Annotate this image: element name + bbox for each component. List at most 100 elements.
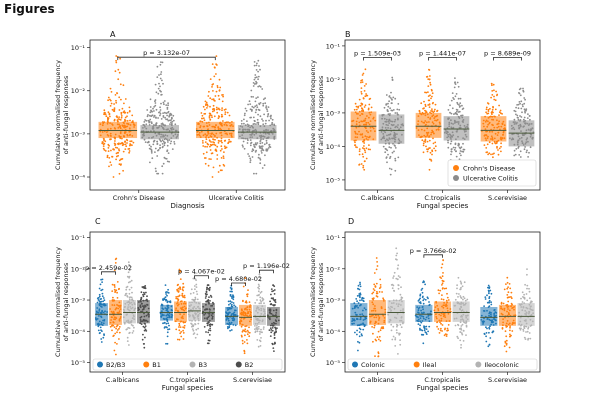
data-point <box>421 329 424 332</box>
data-point <box>163 314 165 317</box>
y-axis-label: Cumulative normalised frequency <box>309 247 317 357</box>
data-point <box>208 289 211 292</box>
legend-marker <box>143 361 150 368</box>
data-point <box>196 134 199 136</box>
data-point <box>195 307 197 310</box>
data-point <box>390 305 392 308</box>
data-point <box>517 118 520 121</box>
data-point <box>491 115 494 118</box>
data-point <box>487 123 489 126</box>
data-point <box>401 300 403 303</box>
data-point <box>422 302 425 305</box>
data-point <box>485 151 488 154</box>
data-point <box>234 305 237 308</box>
data-point <box>100 321 103 324</box>
data-point <box>259 140 262 143</box>
data-point <box>359 313 361 316</box>
data-point <box>197 315 199 317</box>
data-point <box>168 114 171 117</box>
data-point <box>429 75 431 77</box>
data-point <box>462 319 465 321</box>
data-point <box>462 298 464 301</box>
data-point <box>427 297 429 300</box>
data-point <box>507 291 510 294</box>
data-point <box>513 128 516 131</box>
data-point <box>101 306 103 308</box>
data-point <box>176 304 179 307</box>
data-point <box>391 302 393 305</box>
data-point <box>208 121 210 124</box>
data-point <box>458 146 461 149</box>
data-point <box>165 291 167 294</box>
data-point <box>397 353 399 355</box>
data-point <box>522 87 524 90</box>
data-point <box>255 143 258 146</box>
data-point <box>182 321 185 323</box>
data-point <box>261 299 264 302</box>
data-point <box>258 319 261 322</box>
data-point <box>457 142 460 145</box>
data-point <box>227 319 230 322</box>
data-point <box>226 111 229 114</box>
data-point <box>109 325 112 328</box>
data-point <box>361 334 363 337</box>
data-point <box>273 350 275 352</box>
data-point <box>273 334 276 336</box>
data-point <box>492 156 494 159</box>
y-tick-label: 10⁻¹ <box>71 234 86 242</box>
data-point <box>393 150 395 153</box>
data-point <box>218 115 221 118</box>
data-point <box>376 261 378 263</box>
data-point <box>182 332 185 334</box>
data-point <box>188 311 191 314</box>
data-point <box>205 138 208 141</box>
data-point <box>267 129 269 132</box>
data-point <box>497 153 500 156</box>
data-point <box>360 92 363 95</box>
data-point <box>436 321 439 323</box>
data-point <box>247 103 250 106</box>
data-point <box>394 126 397 129</box>
data-point <box>119 142 122 145</box>
data-point <box>239 322 242 325</box>
data-point <box>370 106 373 109</box>
data-point <box>161 123 164 125</box>
data-point <box>182 306 184 309</box>
data-point <box>202 305 205 308</box>
data-point <box>388 114 391 117</box>
data-point <box>247 331 250 333</box>
data-point <box>144 141 147 144</box>
data-point <box>159 109 162 111</box>
data-point <box>231 319 234 322</box>
data-point <box>372 291 375 294</box>
data-point <box>364 123 366 126</box>
data-point <box>424 298 427 301</box>
data-point <box>113 318 115 320</box>
data-point <box>127 326 130 329</box>
data-point <box>270 114 272 117</box>
data-point <box>99 123 102 126</box>
data-point <box>360 299 363 301</box>
data-point <box>156 140 159 143</box>
data-point <box>258 276 261 279</box>
data-point <box>266 108 268 111</box>
data-point <box>429 94 431 97</box>
data-point <box>262 149 265 152</box>
data-point <box>490 111 493 114</box>
data-point <box>111 108 114 111</box>
data-point <box>224 111 227 113</box>
data-point <box>223 145 226 148</box>
data-point <box>179 270 182 273</box>
data-point <box>450 112 453 115</box>
data-point <box>503 124 506 127</box>
data-point <box>422 317 425 320</box>
data-point <box>455 93 458 95</box>
data-point <box>176 318 178 321</box>
data-point <box>493 312 496 315</box>
data-point <box>232 125 234 127</box>
data-point <box>510 296 512 298</box>
data-point <box>99 134 102 137</box>
data-point <box>143 312 145 315</box>
data-point <box>215 55 218 57</box>
data-point <box>358 327 361 330</box>
